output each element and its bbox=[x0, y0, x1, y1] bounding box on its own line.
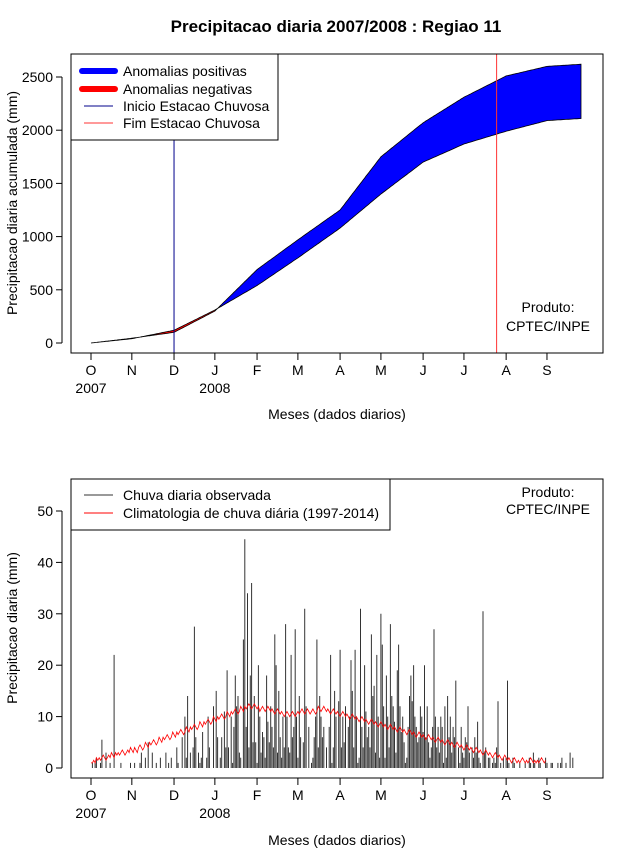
month-tick-label: F bbox=[253, 362, 262, 378]
year-label: 2008 bbox=[199, 805, 230, 821]
y-tick-label: 20 bbox=[37, 657, 53, 673]
chart-title: Precipitacao diaria 2007/2008 : Regiao 1… bbox=[171, 17, 502, 36]
month-tick-label: A bbox=[335, 787, 345, 803]
legend-box bbox=[70, 478, 391, 531]
month-tick-label: A bbox=[501, 362, 511, 378]
y-tick-label: 50 bbox=[37, 503, 53, 519]
month-tick-label: J bbox=[460, 362, 467, 378]
month-tick-label: A bbox=[501, 787, 511, 803]
credit-line: Produto: bbox=[522, 484, 575, 500]
y-tick-label: 1500 bbox=[22, 175, 53, 191]
y-tick-label: 30 bbox=[37, 606, 53, 622]
year-label: 2007 bbox=[75, 805, 106, 821]
month-tick-label: N bbox=[127, 787, 137, 803]
y-tick-label: 2000 bbox=[22, 122, 53, 138]
legend-label: Fim Estacao Chuvosa bbox=[123, 115, 260, 131]
y-tick-label: 500 bbox=[30, 282, 54, 298]
month-tick-label: S bbox=[542, 362, 551, 378]
climatology-line bbox=[91, 702, 546, 764]
credit-line: Produto: bbox=[522, 299, 575, 315]
month-tick-label: A bbox=[335, 362, 345, 378]
anomaly-area bbox=[90, 63, 582, 344]
month-tick-label: J bbox=[211, 787, 218, 803]
year-label: 2008 bbox=[199, 380, 230, 396]
legend-label: Anomalias negativas bbox=[123, 81, 252, 97]
month-tick-label: M bbox=[292, 787, 304, 803]
month-tick-label: M bbox=[292, 362, 304, 378]
daily-bars bbox=[91, 539, 574, 768]
legend-label: Chuva diaria observada bbox=[123, 487, 271, 503]
month-tick-label: J bbox=[211, 362, 218, 378]
y-tick-label: 2500 bbox=[22, 69, 53, 85]
month-tick-label: S bbox=[542, 787, 551, 803]
month-tick-label: D bbox=[169, 787, 179, 803]
y-axis: 0 500 1000 1500 2000 2500 bbox=[22, 69, 63, 351]
y-tick-label: 0 bbox=[45, 760, 53, 776]
month-tick-label: J bbox=[420, 787, 427, 803]
positive-anomaly-area bbox=[90, 336, 142, 344]
negative-anomaly-area bbox=[140, 308, 218, 338]
legend-label: Anomalias positivas bbox=[123, 63, 247, 79]
month-tick-label: O bbox=[86, 787, 97, 803]
y-axis: 0 10 20 30 40 50 bbox=[37, 503, 63, 776]
y-tick-label: 1000 bbox=[22, 229, 53, 245]
y-tick-label: 0 bbox=[45, 335, 53, 351]
x-axis-label: Meses (dados diarios) bbox=[268, 406, 406, 422]
top-chart: Precipitacao diaria 2007/2008 : Regiao 1… bbox=[4, 17, 604, 422]
month-tick-label: N bbox=[127, 362, 137, 378]
bottom-chart: 0 10 20 30 40 50 O N D J F M A M J J A S 2007 2008 Meses (… bbox=[4, 478, 604, 848]
legend-label: Climatologia de chuva diária (1997-2014) bbox=[123, 505, 379, 521]
month-tick-label: D bbox=[169, 362, 179, 378]
month-tick-label: O bbox=[86, 362, 97, 378]
month-tick-label: M bbox=[375, 787, 387, 803]
climatology-series bbox=[91, 702, 546, 764]
y-axis-label: Precipitacao diaria acumulada (mm) bbox=[4, 91, 20, 315]
positive-anomaly-area bbox=[217, 63, 582, 309]
legend: Anomalias positivas Anomalias negativas … bbox=[70, 53, 279, 141]
legend: Chuva diaria observada Climatologia de c… bbox=[70, 478, 391, 531]
month-tick-label: M bbox=[375, 362, 387, 378]
year-label: 2007 bbox=[75, 380, 106, 396]
x-axis: O N D J F M A M J J A S 2007 2008 bbox=[75, 777, 552, 821]
month-tick-label: J bbox=[460, 787, 467, 803]
credit-line: CPTEC/INPE bbox=[506, 501, 590, 517]
x-axis-label: Meses (dados diarios) bbox=[268, 832, 406, 848]
month-tick-label: F bbox=[253, 787, 262, 803]
month-tick-label: J bbox=[420, 362, 427, 378]
x-axis: O N D J F M A M J J A S 2007 2008 bbox=[75, 352, 552, 396]
y-tick-label: 40 bbox=[37, 554, 53, 570]
y-axis-label: Precipitacao diaria (mm) bbox=[4, 552, 20, 704]
y-tick-label: 10 bbox=[37, 709, 53, 725]
legend-label: Inicio Estacao Chuvosa bbox=[123, 98, 270, 114]
credit-line: CPTEC/INPE bbox=[506, 318, 590, 334]
